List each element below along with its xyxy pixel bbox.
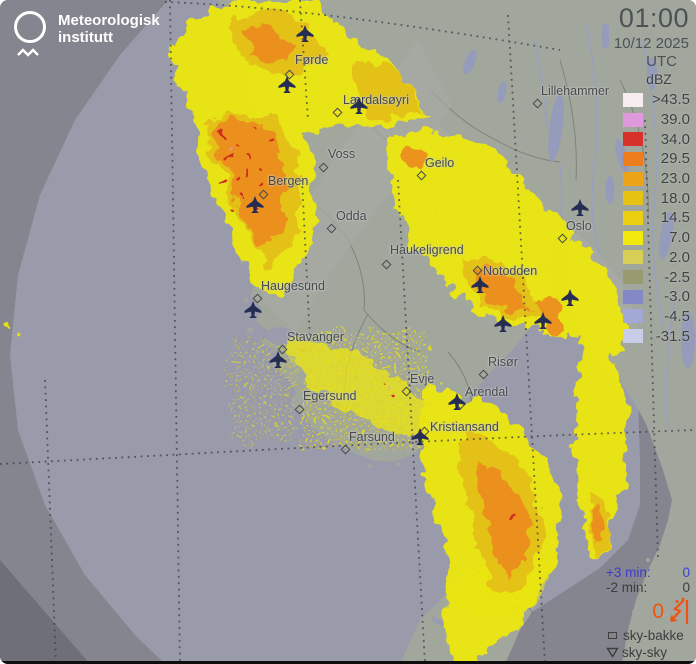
dbz-value: 14.5 bbox=[660, 209, 690, 227]
dbz-swatch bbox=[623, 329, 643, 344]
dbz-legend-title: dBZ bbox=[646, 71, 672, 87]
dbz-legend-row: -3.0 bbox=[623, 287, 690, 307]
dbz-value: 34.0 bbox=[660, 130, 690, 148]
dbz-swatch bbox=[623, 250, 643, 265]
airport-plane-icon bbox=[411, 426, 429, 451]
airport-plane-icon bbox=[448, 391, 466, 416]
airport-plane-icon bbox=[244, 299, 262, 324]
dbz-swatch bbox=[623, 270, 643, 285]
dbz-value: 2.0 bbox=[669, 248, 690, 266]
dbz-swatch bbox=[623, 151, 643, 166]
airport-plane-icon bbox=[561, 287, 579, 312]
status-minus2-value: 0 bbox=[682, 580, 690, 595]
dbz-swatch bbox=[623, 230, 643, 245]
sky-ground-label: sky-bakke bbox=[623, 628, 684, 643]
dbz-legend-row: 14.5 bbox=[623, 208, 690, 228]
dbz-value: 23.0 bbox=[660, 170, 690, 188]
dbz-value: -4.5 bbox=[664, 307, 690, 325]
dbz-legend-row: 2.0 bbox=[623, 248, 690, 268]
status-minus2-label: -2 min: bbox=[606, 580, 648, 595]
dbz-value: 18.0 bbox=[660, 189, 690, 207]
airport-plane-icon bbox=[471, 274, 489, 299]
dbz-legend-row: 18.0 bbox=[623, 188, 690, 208]
clock-panel: 01:00 10/12 2025 UTC bbox=[614, 3, 689, 70]
dbz-value: 7.0 bbox=[669, 229, 690, 247]
dbz-legend-row: 34.0 bbox=[623, 129, 690, 149]
status-panel: +3 min: 0 -2 min: 0 0 sky-bakke sky-sky bbox=[606, 565, 690, 660]
met-zigzag-icon bbox=[17, 48, 39, 57]
met-logo-text: Meteorologisk institutt bbox=[58, 12, 160, 47]
dbz-value: 39.0 bbox=[660, 111, 690, 129]
sea-outside-dark-wedge bbox=[0, 560, 90, 664]
met-circle-icon bbox=[14, 11, 46, 43]
status-minus2: -2 min: 0 bbox=[606, 580, 690, 595]
dbz-swatch bbox=[623, 171, 643, 186]
airport-plane-icon bbox=[278, 74, 296, 99]
dbz-legend-row: -31.5 bbox=[623, 326, 690, 346]
sky-sky-label: sky-sky bbox=[622, 645, 667, 660]
dbz-legend-row: 39.0 bbox=[623, 110, 690, 130]
lightning-row: 0 bbox=[606, 597, 690, 626]
lightning-icon bbox=[670, 597, 689, 624]
dbz-legend-row: 23.0 bbox=[623, 169, 690, 189]
clock-date: 10/12 2025 bbox=[613, 35, 689, 52]
dbz-legend-rows: >43.5 39.0 34.0 29.5 23.0 18.0 14.5 7.0 2.0 -2.5 -… bbox=[623, 90, 690, 346]
met-logo-line2: institutt bbox=[58, 29, 113, 47]
airport-plane-icon bbox=[494, 313, 512, 338]
dbz-value: -2.5 bbox=[664, 268, 690, 286]
dbz-swatch bbox=[623, 112, 643, 127]
dbz-value: -3.0 bbox=[664, 288, 690, 306]
clock-timezone: UTC bbox=[646, 53, 677, 70]
status-plus3: +3 min: 0 bbox=[606, 565, 690, 580]
dbz-swatch bbox=[623, 210, 643, 225]
dbz-legend-row: -4.5 bbox=[623, 307, 690, 327]
met-logo-mark bbox=[13, 11, 47, 57]
airport-plane-icon bbox=[269, 349, 287, 374]
dbz-legend-row: 7.0 bbox=[623, 228, 690, 248]
dbz-legend-row: -2.5 bbox=[623, 267, 690, 287]
triangle-symbol-icon bbox=[606, 647, 619, 658]
airport-plane-icon bbox=[296, 23, 314, 48]
dbz-value: >43.5 bbox=[652, 91, 690, 109]
lightning-count: 0 bbox=[652, 600, 664, 623]
status-plus3-label: +3 min: bbox=[606, 565, 651, 580]
dbz-swatch bbox=[623, 309, 643, 324]
dbz-swatch bbox=[623, 191, 643, 206]
dbz-swatch bbox=[623, 289, 643, 304]
airport-plane-icon bbox=[534, 310, 552, 335]
dbz-value: -31.5 bbox=[655, 327, 690, 345]
dbz-value: 29.5 bbox=[660, 150, 690, 168]
airport-plane-icon bbox=[350, 95, 368, 120]
dbz-legend: dBZ >43.5 39.0 34.0 29.5 23.0 18.0 14.5 7.0 2.0 -… bbox=[623, 71, 690, 346]
clock-time: 01:00 bbox=[618, 3, 689, 33]
dbz-swatch bbox=[623, 132, 643, 147]
square-symbol-icon bbox=[608, 632, 617, 639]
airport-plane-icon bbox=[246, 194, 264, 219]
dbz-legend-row: >43.5 bbox=[623, 90, 690, 110]
airport-plane-icon bbox=[571, 197, 589, 222]
met-logo-line1: Meteorologisk bbox=[58, 12, 160, 29]
lakes bbox=[463, 24, 695, 368]
met-logo: Meteorologisk institutt bbox=[13, 11, 160, 57]
bottom-bar bbox=[0, 661, 696, 664]
sky-ground-row: sky-bakke bbox=[606, 628, 690, 643]
extreme-cells bbox=[226, 148, 396, 388]
status-plus3-value: 0 bbox=[682, 565, 690, 580]
dbz-legend-row: 29.5 bbox=[623, 149, 690, 169]
sky-sky-row: sky-sky bbox=[606, 645, 690, 660]
dbz-swatch bbox=[623, 92, 643, 107]
